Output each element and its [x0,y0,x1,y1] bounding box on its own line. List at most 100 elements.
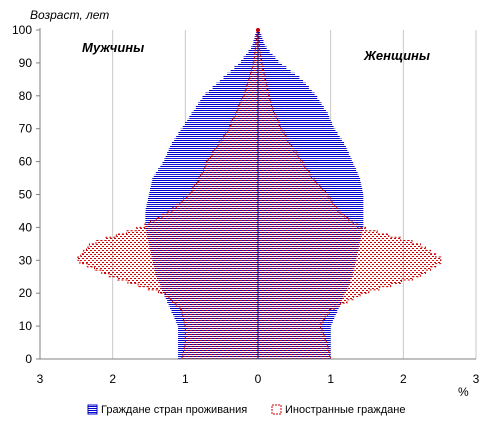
foreigners-male-bar [229,125,258,129]
foreigners-male-bar [203,168,258,172]
foreigners-female-bar [258,250,431,254]
foreigners-male-bar [185,335,258,340]
citizens-female-bar [258,62,282,67]
foreigners-female-bar [258,141,290,146]
foreigners-female-bar [258,204,335,208]
foreigners-female-bar [258,280,402,284]
foreigners-female-bar [258,289,369,294]
citizens-female-bar [258,105,324,109]
foreigners-female-bar [258,82,267,86]
foreigners-male-bar [185,339,258,343]
foreigners-female-bar [258,108,274,113]
y-tick-label: 80 [19,89,33,103]
foreigners-female-bar [258,332,324,336]
foreigners-male-bar [232,118,258,123]
foreigners-female-bar [258,342,328,346]
citizens-female-bar [258,92,315,96]
foreigners-female-bar [258,296,354,300]
foreigners-male-bar [148,286,258,290]
foreigners-female-bar [258,56,261,60]
citizens-female-bar [258,99,320,103]
foreigners-female-bar [258,187,323,192]
foreigners-female-bar [258,283,391,287]
citizens-male-bar [227,72,258,77]
foreigners-male-bar [225,131,258,136]
citizens-female-bar [258,145,346,149]
foreigners-female-bar [258,85,268,90]
foreigners-female-bar [258,178,314,182]
axes [36,28,476,360]
citizens-female-bar [258,66,287,70]
citizens-female-bar [258,43,265,47]
foreigners-female-bar [258,95,270,100]
foreigners-female-bar [258,125,281,129]
foreigners-male-bar [172,299,258,304]
y-tick-label: 100 [12,23,32,37]
foreigners-male-bar [196,181,258,185]
foreigners-male-bar [255,46,258,50]
foreigners-male-bar [253,59,258,63]
foreigners-male-bar [254,56,258,60]
citizens-female-bar [258,115,330,119]
foreigners-female-bar [258,69,264,73]
foreigners-outline [77,30,258,359]
foreigners-female-bar [258,319,324,323]
foreigners-female-bar [258,105,273,109]
foreigners-female-bar [258,309,330,313]
citizens-female-bar [258,85,309,90]
y-tick-label: 10 [19,319,33,333]
citizens-female-bar [258,95,318,100]
foreigners-male-bar [234,115,258,119]
citizens-male-bar [230,69,258,73]
foreigners-male-bar [192,187,258,192]
foreigners-male-bar [231,122,258,126]
foreigners-female-bar [258,164,305,169]
citizens-female-bar [258,79,304,83]
citizens-female-bar [258,158,352,162]
citizens-female-bar [258,125,334,129]
foreigners-female-bar [258,263,436,267]
y-tick-label: 40 [19,220,33,234]
x-tick-label: 1 [182,372,189,386]
foreigners-female-bar [258,92,269,96]
foreigners-female-bar [258,39,260,44]
y-tick-label: 30 [19,253,33,267]
foreigners-male-bar [236,108,258,113]
citizens-female-bar [258,151,349,156]
foreigners-female-bar [258,171,310,175]
foreigners-male-bar [238,105,258,109]
top-marker [256,28,260,32]
citizens-male-bar [180,128,258,132]
y-tick-label: 70 [19,122,33,136]
foreigners-male-bar [190,191,258,195]
foreigners-female-bar [258,191,326,195]
citizens-male-bar [208,89,258,93]
x-tick-label: 3 [473,372,480,386]
foreigners-male-bar [158,289,258,294]
citizens-male-bar [252,43,258,47]
citizens-male-bar [212,85,258,90]
citizens-male-bar [184,122,258,126]
foreigners-female-bar [258,329,322,333]
citizens-male-bar [195,105,258,109]
citizens-female-bar [258,59,279,63]
foreigners-male-bar [87,263,258,267]
foreigners-male-bar [182,355,258,359]
foreigners-male-bar [200,174,258,179]
citizens-male-bar [248,49,258,54]
foreigners-female-bar [258,46,260,50]
foreigners-male-bar [198,178,258,182]
foreigners-female-bar [258,293,361,297]
foreigners-male-bar [239,102,258,106]
foreigners-male-bar [241,99,258,103]
foreigners-female-bar [258,276,413,281]
foreigners-female-bar [258,131,285,136]
foreigners-male-bar [221,138,258,142]
foreigners-male-bar [206,161,258,165]
foreigners-male-bar [214,148,258,152]
foreigners-female-bar [258,273,421,277]
legend-swatch-foreigners [271,404,282,415]
foreigners-female-bar [258,322,321,327]
foreigners-male-bar [208,158,258,162]
foreigners-female-bar [258,161,303,165]
